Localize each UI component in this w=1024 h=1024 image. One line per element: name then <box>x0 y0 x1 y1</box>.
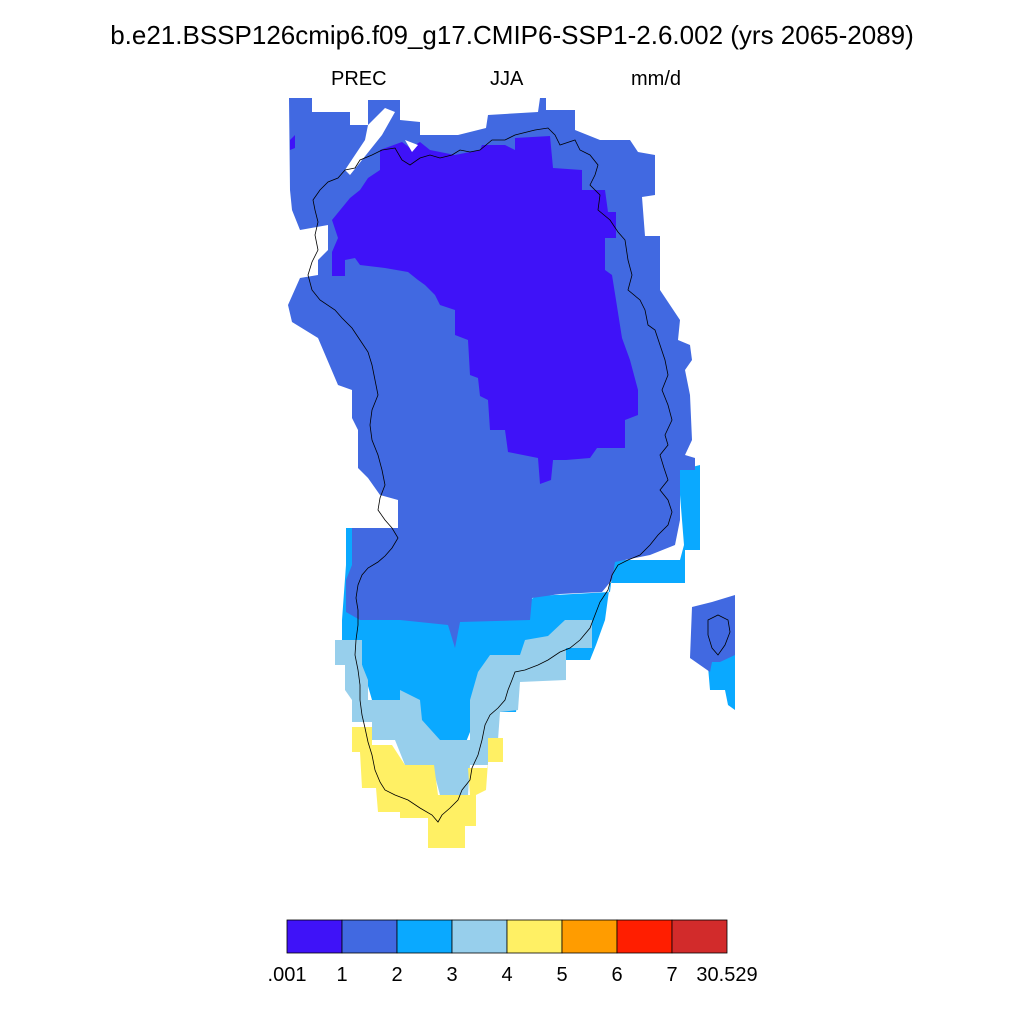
colorbar-swatch <box>341 919 398 954</box>
colorbar-tick-label: .001 <box>268 964 307 986</box>
colorbar-tick-label: 30.529 <box>696 964 757 986</box>
colorbar-swatch <box>451 919 508 954</box>
season-label: JJA <box>490 68 524 90</box>
colorbar-tick-label: 6 <box>611 964 622 986</box>
region-3-4 <box>335 620 592 795</box>
colorbar-tick-label: 2 <box>391 964 402 986</box>
colorbar-swatch <box>506 919 563 954</box>
colorbar-swatch <box>396 919 453 954</box>
colorbar-tick-label: 3 <box>446 964 457 986</box>
figure-title: b.e21.BSSP126cmip6.f09_g17.CMIP6-SSP1-2.… <box>110 20 914 50</box>
colorbar-swatch <box>616 919 673 954</box>
region-4-5 <box>352 727 503 848</box>
colorbar-swatch <box>671 919 728 954</box>
region-2-3 <box>342 465 735 742</box>
colorbar-tick-label: 7 <box>666 964 677 986</box>
region-0-1 <box>290 135 638 484</box>
coastline <box>307 127 731 823</box>
colorbar-tick-label: 1 <box>336 964 347 986</box>
colorbar-tick-label: 4 <box>501 964 512 986</box>
colorbar-swatch <box>561 919 618 954</box>
variable-label: PREC <box>331 68 387 90</box>
colorbar-tick-label: 5 <box>556 964 567 986</box>
colorbar-swatch <box>286 919 343 954</box>
units-label: mm/d <box>631 68 681 90</box>
